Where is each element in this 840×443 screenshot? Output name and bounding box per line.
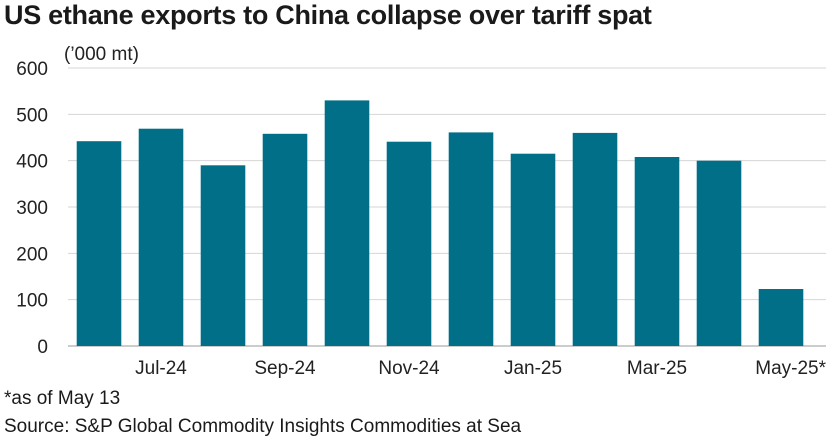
bar xyxy=(138,128,184,346)
x-tick-label: Nov-24 xyxy=(378,358,440,379)
bar xyxy=(262,133,308,346)
bar xyxy=(696,160,742,346)
bar xyxy=(448,132,494,346)
bar xyxy=(510,153,556,346)
bar xyxy=(76,141,122,346)
bar xyxy=(634,157,680,346)
x-tick-label: Jan-25 xyxy=(504,358,562,379)
x-tick-label: Jul-24 xyxy=(135,358,187,379)
y-tick-label: 100 xyxy=(16,291,48,312)
bar-chart: (’000 mt) 0 100 200 300 400 500 600 Jul-24 Sep-… xyxy=(16,44,826,379)
y-tick-label: 0 xyxy=(37,337,48,358)
chart-title: US ethane exports to China collapse over… xyxy=(4,0,652,30)
bar xyxy=(758,289,804,346)
source-note: Source: S&P Global Commodity Insights Co… xyxy=(4,416,522,437)
x-tick-label: Sep-24 xyxy=(254,358,316,379)
y-tick-label: 600 xyxy=(16,59,48,80)
footnote: *as of May 13 xyxy=(4,388,121,409)
y-tick-label: 500 xyxy=(16,105,48,126)
x-tick-label: Mar-25 xyxy=(627,358,687,379)
x-tick-label: May-25* xyxy=(755,358,826,379)
bar xyxy=(572,132,618,346)
bar xyxy=(324,100,370,347)
y-tick-label: 200 xyxy=(16,244,48,265)
y-tick-label: 300 xyxy=(16,198,48,219)
bar xyxy=(200,165,246,346)
y-tick-label: 400 xyxy=(16,152,48,173)
bar xyxy=(386,141,432,346)
y-axis-unit-label: (’000 mt) xyxy=(64,44,139,65)
